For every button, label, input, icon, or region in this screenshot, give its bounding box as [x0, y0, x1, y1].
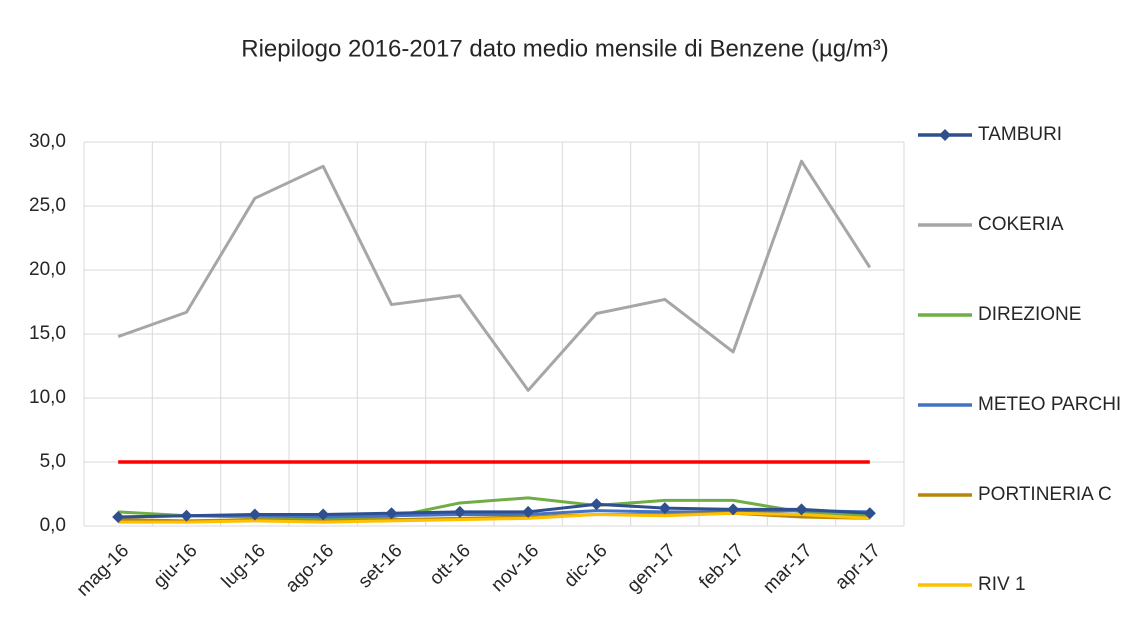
x-tick-label: mar-17	[759, 540, 816, 597]
marker	[453, 505, 466, 518]
series-line	[117, 159, 872, 392]
y-tick-label: 10,0	[29, 387, 66, 408]
x-tick-label: feb-17	[695, 540, 748, 593]
x-tick-label: gen-17	[623, 540, 680, 597]
x-tick-label: ago-16	[282, 540, 339, 597]
series-line	[118, 502, 870, 519]
legend-label: RIV 1	[978, 574, 1026, 595]
y-tick-label: 5,0	[40, 451, 66, 472]
legend-marker	[939, 129, 951, 141]
y-tick-label: 20,0	[29, 259, 66, 280]
marker	[795, 503, 808, 516]
marker	[317, 508, 330, 521]
x-tick-label: dic-16	[560, 540, 611, 591]
x-tick-label: mag-16	[73, 540, 133, 600]
y-tick-label: 25,0	[29, 195, 66, 216]
chart-title: Riepilogo 2016-2017 dato medio mensile d…	[241, 35, 889, 62]
marker	[863, 507, 876, 520]
y-tick-label: 15,0	[29, 323, 66, 344]
marker	[385, 507, 398, 520]
y-tick-label: 0,0	[40, 515, 66, 536]
marker	[248, 508, 261, 521]
series-line	[118, 511, 870, 524]
legend-label: DIREZIONE	[978, 304, 1081, 325]
legend-label: PORTINERIA C	[978, 484, 1112, 505]
marker	[522, 505, 535, 518]
legend-label: COKERIA	[978, 214, 1064, 235]
legend-label: TAMBURI	[978, 124, 1062, 145]
marker	[658, 502, 671, 515]
x-tick-label: apr-17	[831, 540, 885, 594]
marker	[112, 511, 125, 524]
marker	[590, 498, 603, 511]
x-tick-label: giu-16	[149, 540, 201, 592]
y-tick-label: 30,0	[29, 131, 66, 152]
x-tick-label: set-16	[354, 540, 406, 592]
marker	[180, 509, 193, 522]
marker	[727, 503, 740, 516]
x-tick-label: ott-16	[426, 540, 475, 589]
legend-label: METEO PARCHI	[978, 394, 1121, 415]
x-tick-label: nov-16	[487, 540, 543, 596]
x-tick-label: lug-16	[218, 540, 270, 592]
